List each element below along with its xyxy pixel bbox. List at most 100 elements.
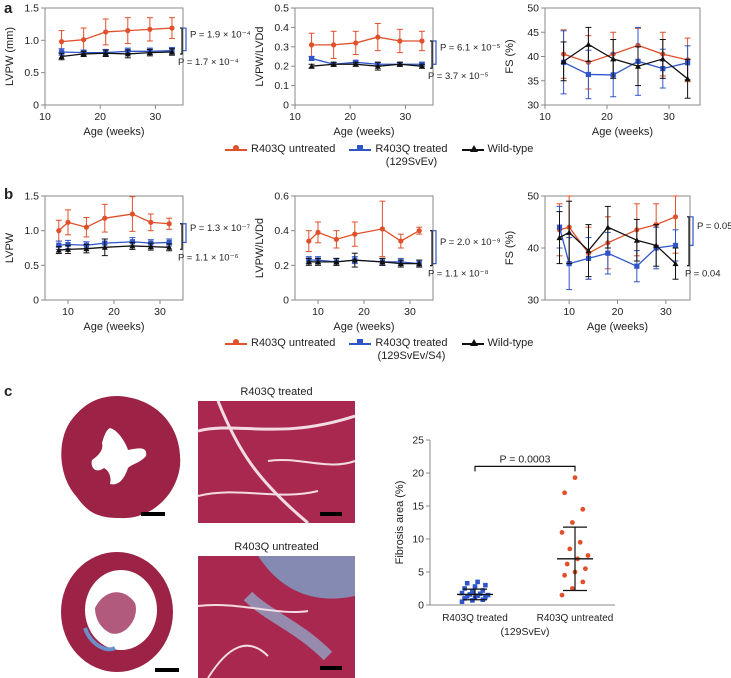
histology-whole-heart-untreated	[61, 552, 179, 672]
y-tick-label: 30	[527, 295, 539, 307]
data-point-untreated	[559, 530, 565, 535]
chart-lvpw-lvdd-a: 0 0.1 0.2 0.3 0.4 0.5 10 20 30 Age (weeks) LVPW/LV…	[254, 3, 500, 139]
chart-lvpw-lvdd-b: 0 0.2 0.4 0.6 10 20 30 Age (weeks) LVPW/LVDd P = …	[254, 191, 500, 334]
legend-label: R403Q untreated	[251, 337, 336, 349]
x-axis-label: Age (weeks)	[333, 321, 394, 333]
chart-fs-b: 30 40 50 10 20 30 Age (weeks) FS (%) P = 0.05 P =…	[504, 191, 731, 334]
plot-frame	[294, 195, 434, 301]
series-treated	[55, 237, 173, 250]
series-untreated	[308, 23, 425, 59]
category-label: R403Q untreated	[537, 613, 614, 624]
image-label-treated: R403Q treated	[240, 386, 313, 398]
y-axis-label: Fibrosis area (%)	[394, 481, 406, 565]
data-point-wildtype	[129, 242, 136, 249]
data-point-treated	[459, 590, 465, 596]
data-point-treated	[464, 580, 470, 586]
histology-whole-heart-treated	[61, 396, 181, 519]
y-tick-label: 1.5	[24, 3, 39, 15]
series-wildtype	[55, 238, 173, 257]
x-tick-label: 30	[404, 306, 416, 318]
y-axis-label: LVPW/LVDd	[254, 218, 266, 278]
data-point-untreated	[416, 228, 422, 234]
p-value-label: P = 1.7 × 10⁻⁴	[178, 57, 239, 68]
data-point-wildtype	[330, 61, 337, 67]
y-tick-label: 50	[527, 3, 539, 15]
category-label: R403Q treated	[442, 613, 508, 624]
chart-fibrosis: 0 5 10 15 20 25 Fibrosis area (%) R403Q treated…	[394, 435, 615, 638]
series-line-treated	[311, 57, 422, 65]
data-point-untreated	[169, 25, 175, 31]
y-axis-label: LVPW (mm)	[4, 27, 16, 86]
data-point-treated	[56, 242, 62, 248]
data-point-wildtype	[418, 63, 425, 69]
x-axis-label: Age (weeks)	[333, 126, 394, 138]
p-value-label: P = 1.1 × 10⁻⁸	[428, 269, 489, 280]
data-point-untreated	[166, 221, 172, 227]
data-point-wildtype	[80, 50, 87, 57]
p-value-label: P = 1.1 × 10⁻⁶	[178, 252, 239, 263]
legend-label: Wild-type	[487, 337, 534, 349]
legend-sublabel: (129SvEv)	[385, 156, 438, 168]
y-tick-label: 0.2	[274, 260, 289, 272]
legend-swatch-untreated	[225, 337, 247, 349]
data-point-wildtype	[146, 49, 153, 56]
x-tick-label: 10	[289, 111, 301, 123]
data-point-treated	[472, 584, 478, 589]
y-axis-label: FS (%)	[504, 39, 516, 73]
series-line-untreated	[61, 27, 172, 43]
legend-item-untreated: R403Q untreated	[225, 337, 335, 350]
data-point-untreated	[58, 39, 65, 45]
data-point-wildtype	[351, 257, 358, 263]
legend-item-treated: R403Q treated (129SvEv)	[349, 143, 448, 169]
data-point-wildtype	[147, 243, 154, 250]
group-untreated	[557, 475, 593, 598]
x-axis-label: Age (weeks)	[83, 321, 144, 333]
y-tick-label: 30	[527, 100, 539, 112]
x-axis-label: Age (weeks)	[83, 126, 144, 138]
data-point-treated	[459, 599, 465, 604]
data-point-wildtype	[585, 247, 592, 254]
data-point-untreated	[375, 34, 381, 40]
y-tick-label: 0.1	[274, 80, 289, 92]
histology-section-untreated	[198, 556, 355, 678]
category-sublabel: (129SvEv)	[500, 626, 549, 638]
data-point-treated	[65, 241, 71, 248]
p-value-label: P = 1.9 × 10⁻⁴	[190, 29, 250, 40]
data-point-untreated	[103, 29, 109, 35]
panel-label-b: b	[4, 186, 14, 203]
data-point-wildtype	[101, 244, 108, 250]
data-point-wildtype	[684, 75, 691, 82]
x-tick-label: 20	[344, 111, 356, 123]
y-tick-label: 15	[412, 501, 424, 513]
series-untreated	[58, 17, 175, 54]
data-point-wildtype	[566, 229, 573, 235]
data-point-treated	[483, 594, 488, 600]
y-tick-label: 0	[283, 295, 289, 307]
x-axis-label: Age (weeks)	[587, 321, 648, 333]
data-point-untreated	[125, 28, 131, 34]
data-point-untreated	[331, 42, 337, 48]
significance-bracket-black	[687, 216, 690, 267]
image-label-untreated: R403Q untreated	[234, 541, 319, 553]
legend-label: Wild-type	[487, 143, 534, 155]
panel-label-c: c	[4, 383, 13, 400]
data-point-untreated	[83, 224, 89, 230]
x-axis-label: Age (weeks)	[592, 126, 653, 138]
x-tick-label: 30	[154, 306, 166, 318]
data-point-treated	[475, 593, 480, 599]
data-point-wildtype	[659, 55, 666, 62]
y-tick-label: 0	[33, 295, 39, 307]
data-point-treated	[475, 579, 480, 585]
x-tick-label: 20	[108, 306, 120, 318]
chart-fs-a: 30 35 40 45 50 10 20 30 Age (weeks) FS (%)	[504, 3, 701, 138]
significance-bracket	[474, 465, 576, 472]
data-point-untreated	[572, 475, 578, 481]
legend-item-wildtype: Wild-type	[461, 143, 534, 156]
data-point-untreated	[580, 506, 586, 512]
series-wildtype	[58, 48, 175, 61]
x-tick-label: 30	[663, 111, 675, 123]
x-tick-label: 10	[563, 306, 575, 318]
data-point-wildtype	[305, 258, 312, 265]
data-point-treated	[462, 596, 467, 601]
legend-item-untreated: R403Q untreated	[225, 143, 335, 156]
